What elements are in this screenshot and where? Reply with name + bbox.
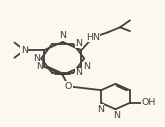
Text: N: N (113, 111, 120, 120)
Text: OH: OH (141, 98, 156, 107)
Text: N: N (83, 62, 90, 71)
Text: O: O (65, 82, 72, 91)
Text: HN: HN (86, 33, 100, 42)
Text: N: N (75, 68, 82, 77)
Text: N: N (75, 39, 82, 48)
Text: N: N (59, 31, 66, 40)
Text: N: N (33, 54, 40, 63)
Text: N: N (97, 105, 104, 114)
Text: N: N (36, 62, 43, 71)
Text: N: N (21, 46, 28, 55)
